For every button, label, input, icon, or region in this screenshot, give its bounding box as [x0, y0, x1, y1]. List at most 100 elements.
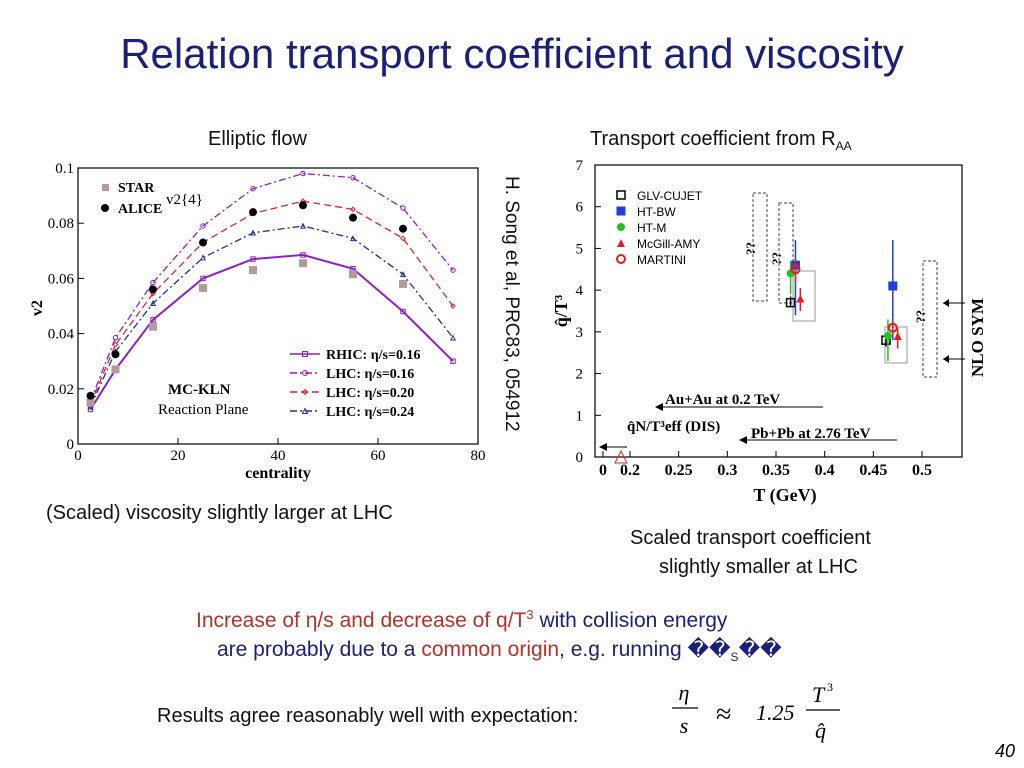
left-curve-1-marker	[112, 335, 119, 341]
left-data-alice-point	[299, 201, 307, 210]
alpha-glyph-2: ��	[738, 638, 782, 661]
left-legend-label-3: LHC: η/s=0.24	[326, 405, 414, 420]
left-data-star-point	[111, 365, 120, 374]
nlo-sym-label: NLO SYM	[968, 298, 987, 377]
left-curve-0-marker	[450, 358, 456, 364]
right-ytick-label: 6	[576, 200, 584, 216]
left-legend-marker-0	[302, 351, 308, 357]
left-curve-2-marker	[450, 303, 456, 309]
bottom-line-2b: common origin	[421, 638, 560, 661]
bottom-line-1b: with collision energy	[533, 609, 728, 632]
formula-lhs-den: s	[680, 713, 689, 738]
right-ytick-label: 3	[576, 325, 584, 341]
left-curve-3-marker	[299, 222, 307, 229]
v2-annotation: v2{4}	[166, 192, 203, 208]
left-data-alice-point	[149, 285, 157, 294]
page-number: 40	[995, 741, 1016, 761]
right-xtick-label: 0.35	[762, 462, 790, 479]
auau-label: Au+Au at 0.2 TeV	[665, 392, 780, 408]
left-ytick-label: 0.1	[55, 161, 74, 177]
left-data-alice-point	[399, 224, 407, 233]
left-data-star-point	[149, 322, 157, 331]
nlo-arrowhead-2	[943, 355, 949, 363]
right-caption-main: Transport coefficient from R	[590, 128, 836, 150]
left-xtick-label: 40	[271, 448, 286, 464]
left-curve-0-marker	[200, 275, 206, 282]
left-curve-3-marker	[349, 235, 357, 242]
left-curve-3-marker	[199, 254, 207, 261]
left-curve-2-marker	[112, 341, 119, 348]
bottom-line-2a: are probably due to a	[217, 638, 422, 661]
nlo-arrowhead-1	[943, 299, 949, 307]
right-legend-marker-4	[616, 254, 626, 264]
left-legend-marker-3	[301, 407, 309, 414]
right-ylabel: q̂/T³	[551, 294, 571, 327]
legend-marker-star	[102, 184, 109, 191]
left-data-alice-point	[111, 350, 120, 359]
right-xtick-label: 0.5	[912, 462, 932, 479]
bottom-line-1a: Increase of η/s and decrease of q/T	[196, 609, 527, 632]
legend-star: STAR	[118, 181, 155, 196]
left-ytick-label: 0.02	[48, 382, 74, 398]
left-curve-0-marker	[400, 308, 406, 315]
left-data-alice-point	[86, 391, 95, 400]
right-legend-marker-3	[617, 239, 625, 247]
bottom-line-2: are probably due to a common origin, e.g…	[217, 637, 782, 664]
right-point-mcgill-amy	[893, 332, 902, 341]
right-legend-label-0: GLV-CUJET	[637, 189, 703, 203]
bottom-line-2c: , e.g. running	[559, 638, 688, 661]
left-curve-3	[89, 225, 454, 408]
results-text: Results agree reasonably well with expec…	[157, 705, 579, 727]
left-legend-label-2: LHC: η/s=0.20	[326, 386, 414, 401]
left-data-star-point	[349, 270, 357, 279]
citation-text: H. Song et al, PRC83, 054912	[501, 176, 522, 432]
pbpb-arrowhead	[739, 436, 747, 444]
left-curve-0-marker	[150, 317, 156, 323]
right-point-martini	[887, 322, 898, 333]
formula-approx: ≈	[716, 699, 731, 730]
left-curve-1-marker	[450, 267, 456, 273]
right-ytick-label: 0	[576, 450, 584, 466]
left-data-alice-point	[249, 208, 257, 217]
right-xlabel: T (GeV)	[753, 485, 816, 506]
left-xlabel: centrality	[245, 465, 311, 482]
left-curve-2-marker	[350, 206, 356, 213]
right-point-mcgill-amy	[796, 294, 805, 303]
left-xtick-label: 80	[471, 448, 486, 464]
right-note-line1: Scaled transport coefficient	[630, 527, 871, 549]
left-curve-1-marker	[200, 223, 206, 229]
left-curve-2-marker	[400, 235, 406, 242]
left-curve-0-marker	[87, 406, 94, 413]
formula-coef: 1.25	[756, 700, 795, 725]
left-xtick-label: 60	[371, 448, 386, 464]
left-ytick-label: 0.04	[48, 327, 75, 343]
left-data-alice-point	[199, 238, 207, 247]
formula-rhs-num: T	[812, 682, 826, 707]
left-legend-marker-2	[301, 388, 309, 396]
unknown-label-2: ??	[769, 252, 784, 265]
unknown-box-1	[752, 192, 768, 302]
left-data-star-point	[199, 284, 207, 293]
dis-triangle-marker	[614, 449, 628, 464]
right-legend-marker-2	[617, 223, 625, 231]
formula-rhs-sup: 3	[827, 680, 833, 694]
right-point-martini	[790, 264, 801, 275]
left-curve-1-marker	[350, 174, 356, 181]
right-legend-label-3: McGill-AMY	[637, 237, 700, 251]
dis-label: q̂N/T³eff (DIS)	[627, 419, 720, 435]
right-caption-sub: AA	[835, 139, 852, 153]
unknown-label-1: ??	[743, 242, 758, 255]
right-point-glv-cujet	[785, 297, 796, 308]
alpha-sub: S	[730, 650, 739, 665]
right-legend-marker-0	[616, 190, 626, 200]
right-ytick-label: 2	[576, 367, 584, 383]
legend-alice: ALICE	[118, 202, 162, 217]
expectation-formula: η s ≈ 1.25 T 3 q̂	[672, 680, 840, 743]
unknown-label-3: ??	[913, 310, 928, 323]
bottom-line-1: Increase of η/s and decrease of q/T3 wit…	[196, 607, 727, 633]
legend-marker-alice	[101, 204, 109, 212]
right-xtick-label: 0.25	[665, 462, 693, 479]
plane-annotation: Reaction Plane	[158, 402, 249, 418]
left-curve-1-marker	[150, 279, 156, 286]
